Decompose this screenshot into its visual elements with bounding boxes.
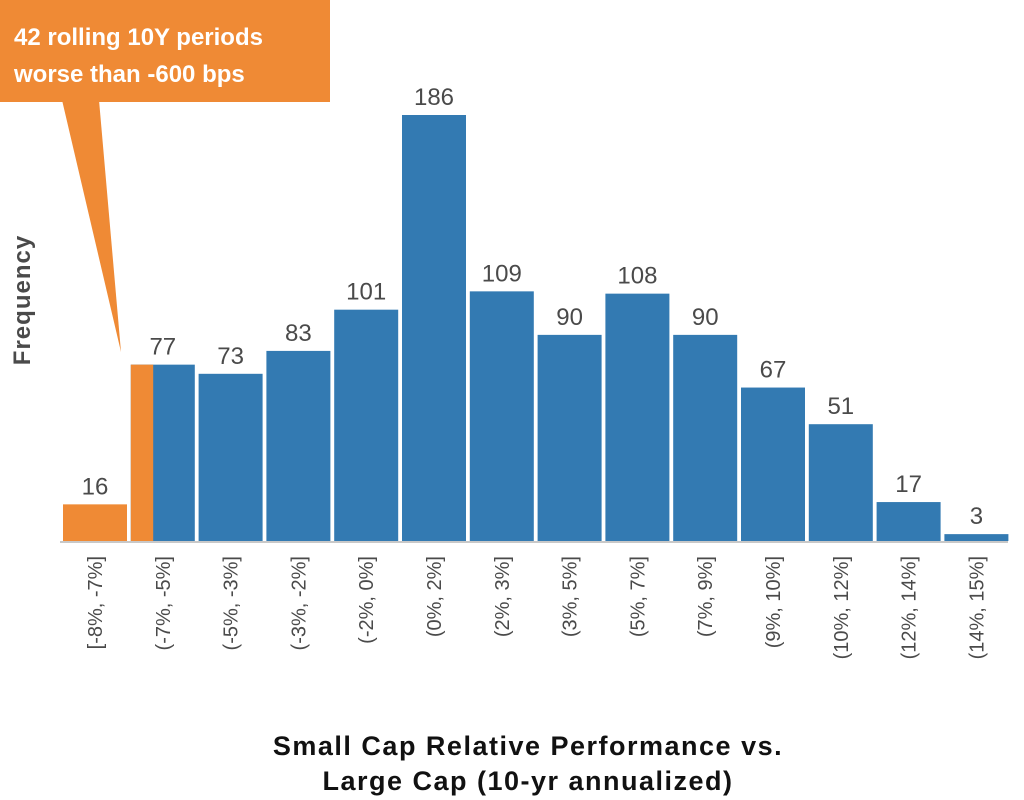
bars-group xyxy=(63,115,1009,541)
bar-7 xyxy=(537,334,602,541)
bar-11 xyxy=(808,424,873,541)
bar-4 xyxy=(334,309,399,541)
value-label-0: 16 xyxy=(82,473,109,500)
value-label-10: 67 xyxy=(760,357,787,384)
value-label-11: 51 xyxy=(827,393,854,420)
value-label-2: 73 xyxy=(217,343,244,370)
bar-10 xyxy=(741,387,805,541)
tick-label-11: (10%, 12%] xyxy=(831,556,853,659)
value-label-3: 83 xyxy=(285,320,312,347)
tick-label-5: (0%, 2%] xyxy=(424,556,446,637)
callout-pointer xyxy=(62,100,121,352)
tick-label-1: (-7%, -5%] xyxy=(153,556,175,650)
callout-text-line-2: worse than -600 bps xyxy=(13,61,245,88)
value-label-9: 90 xyxy=(692,304,719,331)
value-label-13: 3 xyxy=(970,503,983,530)
bar-8 xyxy=(605,293,670,541)
tick-label-6: (2%, 3%] xyxy=(492,556,514,637)
callout: 42 rolling 10Y periods worse than -600 b… xyxy=(0,0,330,352)
bar-13 xyxy=(944,534,1009,541)
bar-highlight-1 xyxy=(130,364,154,541)
tick-label-2: (-5%, -3%] xyxy=(221,556,243,650)
bar-9 xyxy=(673,334,738,541)
value-labels-group: 16 77 73 83 101 186 109 90 108 90 67 51 17 3 xyxy=(82,84,983,530)
callout-text-line-1: 42 rolling 10Y periods xyxy=(14,24,263,51)
bar-2 xyxy=(198,373,263,541)
bar-6 xyxy=(469,291,534,541)
x-axis-title-line-2: Large Cap (10-yr annualized) xyxy=(322,766,733,796)
value-label-7: 90 xyxy=(556,304,583,331)
bar-12 xyxy=(876,502,941,541)
tick-label-13: (14%, 15%] xyxy=(966,556,988,659)
value-label-6: 109 xyxy=(482,260,522,287)
value-label-12: 17 xyxy=(895,471,922,498)
bar-3 xyxy=(266,350,331,541)
x-axis-title-line-1: Small Cap Relative Performance vs. xyxy=(273,731,783,761)
value-label-8: 108 xyxy=(617,263,657,290)
tick-label-0: [-8%, -7%] xyxy=(85,556,107,649)
tick-label-10: (9%, 10%] xyxy=(763,556,785,648)
bar-0 xyxy=(63,504,127,541)
tick-label-3: (-3%, -2%] xyxy=(288,556,310,650)
value-label-5: 186 xyxy=(414,84,454,111)
callout-box xyxy=(0,0,330,102)
bar-5 xyxy=(402,115,466,541)
y-axis-label: Frequency xyxy=(9,235,36,365)
tick-label-4: (-2%, 0%] xyxy=(356,556,378,644)
value-label-4: 101 xyxy=(346,279,386,306)
tick-label-7: (3%, 5%] xyxy=(560,556,582,637)
tick-label-8: (5%, 7%] xyxy=(627,556,649,637)
tick-label-9: (7%, 9%] xyxy=(695,556,717,637)
tick-label-12: (12%, 14%] xyxy=(899,556,921,659)
value-label-1: 77 xyxy=(149,334,176,361)
tick-labels-group: [-8%, -7%] (-7%, -5%] (-5%, -3%] (-3%, -2%]… xyxy=(85,556,988,659)
